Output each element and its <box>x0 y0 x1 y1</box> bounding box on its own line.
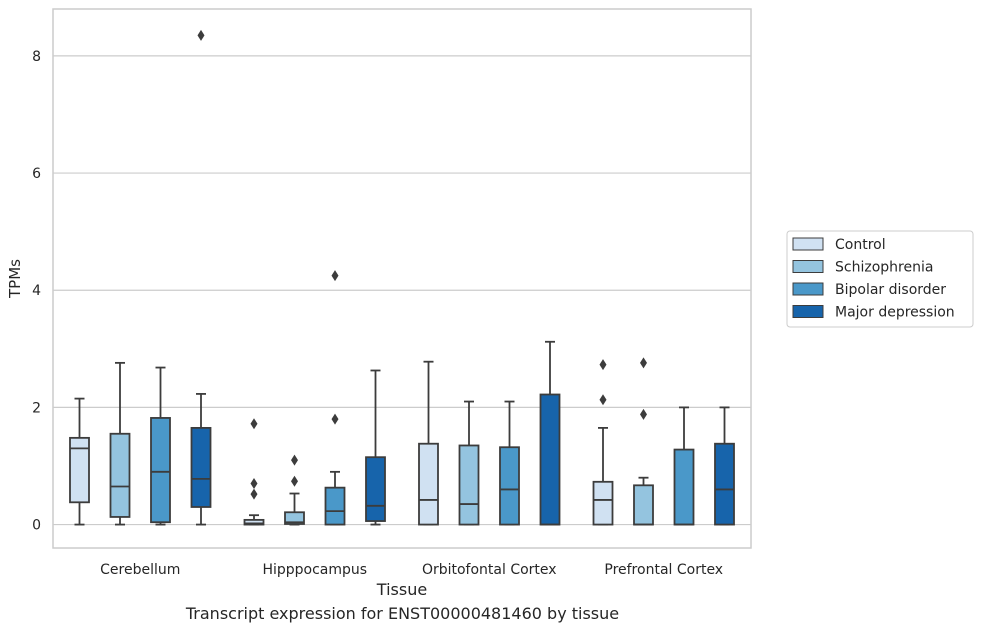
box-body <box>539 393 561 526</box>
box-schizophrenia-3 <box>633 357 654 526</box>
box-body <box>190 426 212 508</box>
x-tick-label: Prefrontal Cortex <box>604 562 723 578</box>
y-tick-label: 0 <box>32 518 41 534</box>
outlier-marker <box>291 454 298 466</box>
box-control-0 <box>69 397 90 526</box>
box-body <box>592 480 614 526</box>
legend-label: Schizophrenia <box>835 260 933 276</box>
box-major-depression-0 <box>190 29 212 526</box>
y-tick-label: 2 <box>32 400 41 416</box>
box-body <box>633 484 654 526</box>
outlier-marker <box>250 478 258 490</box>
box-bipolar-disorder-2 <box>499 400 520 526</box>
outlier-marker <box>599 359 607 371</box>
box-bipolar-disorder-1 <box>324 270 346 526</box>
box-body <box>109 432 131 518</box>
y-tick-label: 6 <box>32 166 41 182</box>
legend-swatch <box>792 237 824 251</box>
legend-frame <box>786 230 974 328</box>
outlier-marker <box>599 394 607 406</box>
box-body <box>284 511 305 525</box>
box-bipolar-disorder-0 <box>150 366 171 526</box>
box-schizophrenia-2 <box>458 400 480 526</box>
box-schizophrenia-0 <box>109 361 131 526</box>
legend-swatch <box>792 282 824 296</box>
y-axis-label: TPMs <box>6 259 24 299</box>
legend-swatch <box>792 305 824 318</box>
box-major-depression-2 <box>539 340 561 526</box>
outlier-marker <box>291 475 298 487</box>
box-major-depression-1 <box>365 369 386 526</box>
box-body <box>243 518 265 526</box>
box-schizophrenia-1 <box>284 454 305 526</box>
x-axis-label: Tissue <box>376 580 427 599</box>
box-body <box>418 442 439 526</box>
box-control-1 <box>243 418 265 526</box>
outlier-marker <box>197 29 205 41</box>
box-body <box>365 456 386 522</box>
outlier-marker <box>250 418 258 430</box>
figure-caption: Transcript expression for ENST0000048146… <box>185 604 620 623</box>
outlier-marker <box>331 270 339 282</box>
box-body <box>324 486 346 526</box>
box-control-3 <box>592 359 614 526</box>
legend-label: Bipolar disorder <box>835 282 946 298</box>
y-tick-label: 4 <box>32 283 41 299</box>
legend-label: Control <box>835 237 886 253</box>
x-tick-label: Orbitofontal Cortex <box>422 562 557 578</box>
box-body <box>150 417 171 524</box>
legend-label: Major depression <box>835 305 955 321</box>
box-body <box>69 436 90 504</box>
x-tick-label: Hipppocampus <box>262 562 367 578</box>
box-body <box>673 448 695 526</box>
outlier-marker <box>331 413 339 425</box>
box-bipolar-disorder-3 <box>673 406 695 526</box>
box-body <box>714 442 735 526</box>
outlier-marker <box>640 408 647 420</box>
y-tick-label: 8 <box>32 49 41 65</box>
legend-swatch <box>792 260 824 273</box>
x-tick-label: Cerebellum <box>100 562 180 578</box>
axes-frame <box>52 8 752 549</box>
legend: Control Schizophrenia Bipolar disorder Majo… <box>786 230 974 328</box>
outlier-marker <box>250 488 258 500</box>
box-body <box>458 444 480 526</box>
box-control-2 <box>418 360 439 526</box>
box-body <box>499 446 520 526</box>
box-major-depression-3 <box>714 406 735 526</box>
outlier-marker <box>640 357 647 369</box>
